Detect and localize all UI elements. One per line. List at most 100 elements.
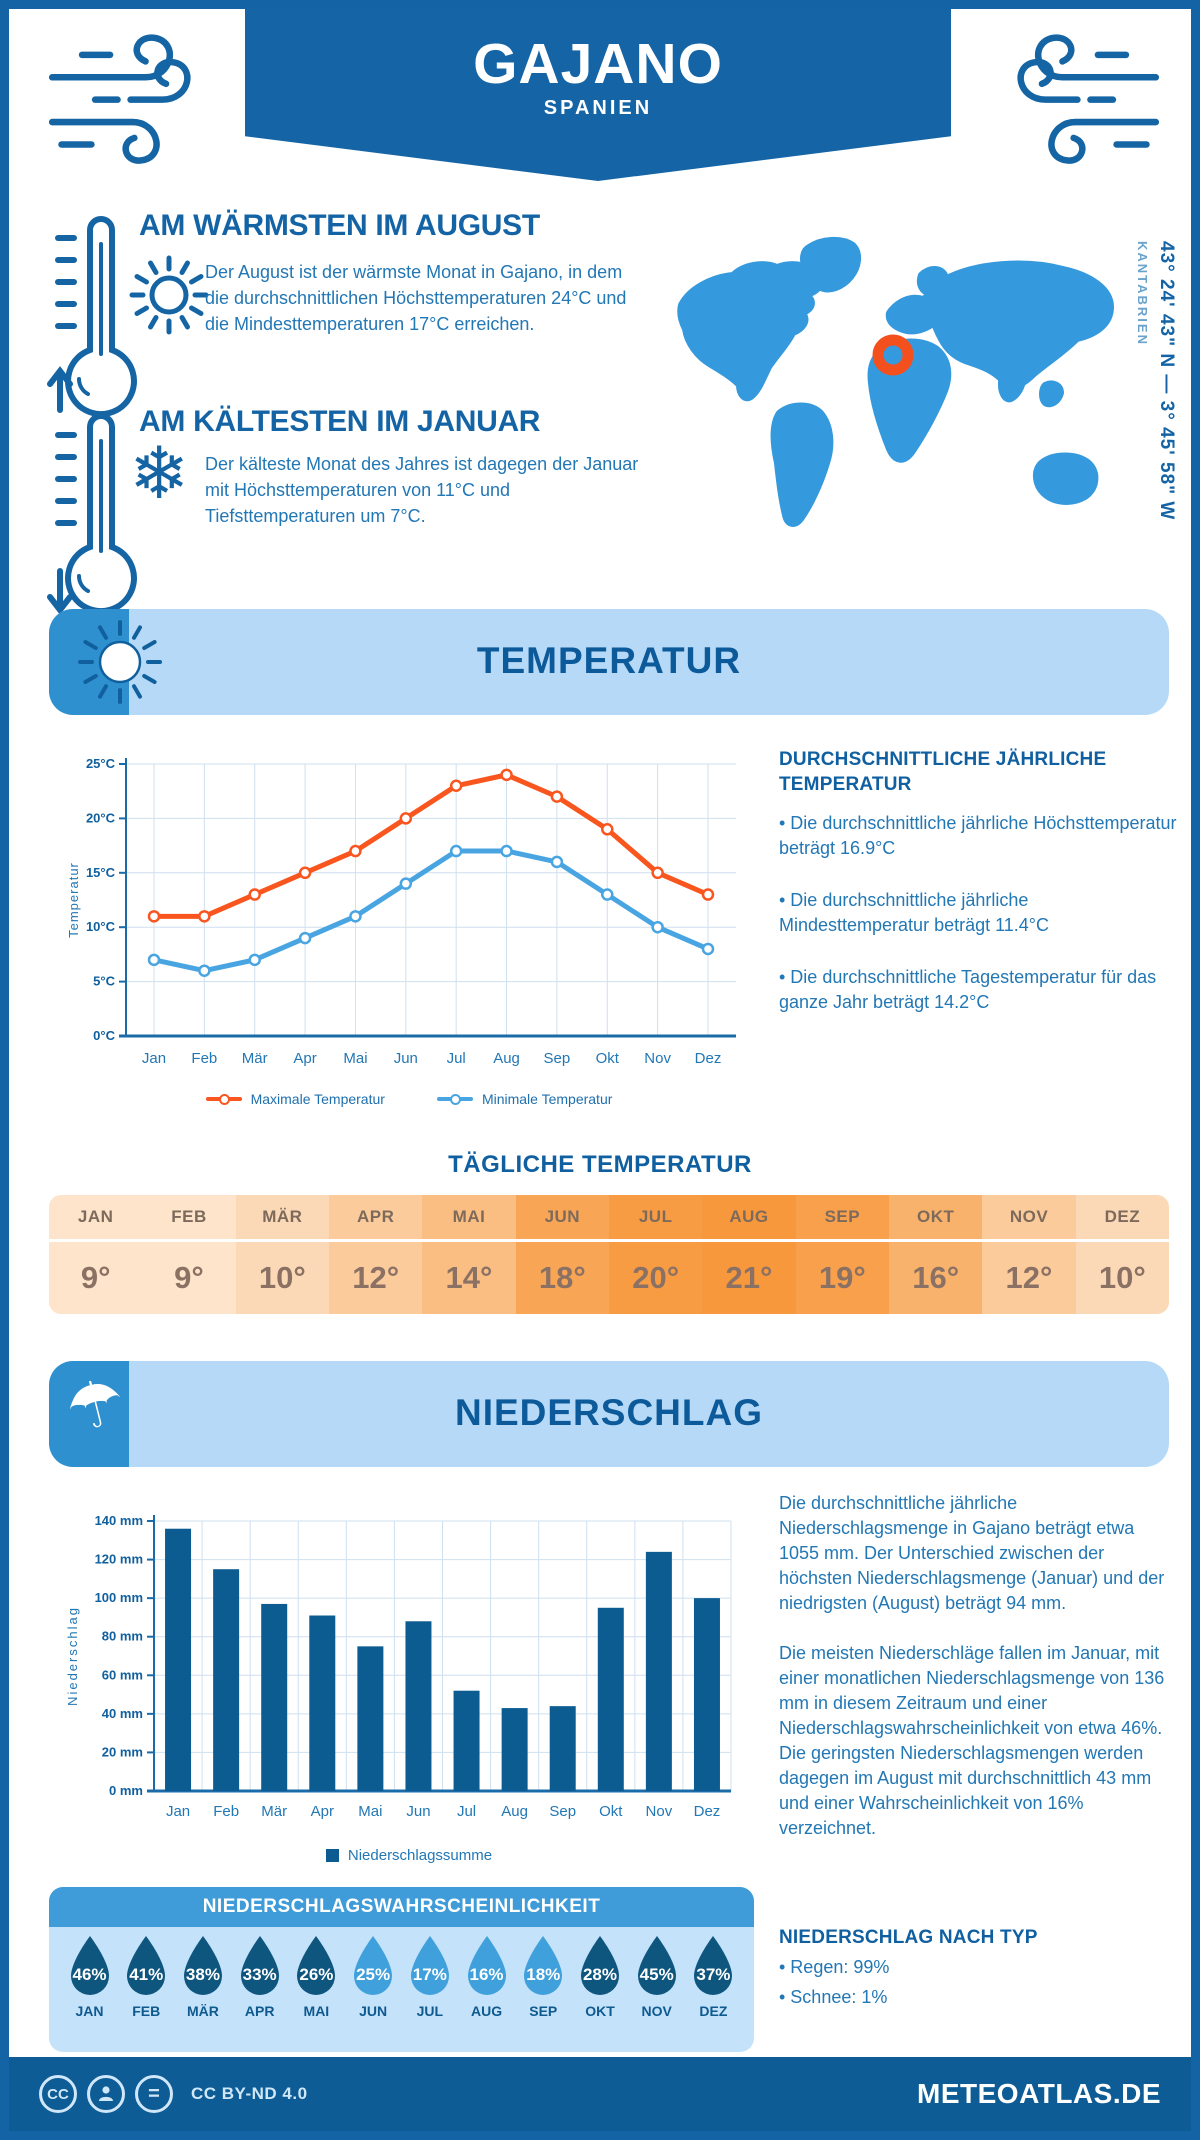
probability-month: APR: [244, 2003, 275, 2019]
coordinates-label: 43° 24' 43" N — 3° 45' 58" W: [1156, 241, 1177, 521]
legend-dot: [449, 1094, 461, 1105]
probability-item: 38% MÄR: [176, 1934, 229, 2052]
month-header: DEZ: [1075, 1195, 1169, 1239]
droplet-icon: [524, 1936, 563, 1995]
month-header: AUG: [702, 1195, 796, 1239]
probability-item: 41% FEB: [120, 1934, 173, 2052]
month-value: 21°: [702, 1242, 796, 1314]
svg-text:Jun: Jun: [406, 1803, 430, 1820]
temperature-banner: TEMPERATUR: [49, 609, 1169, 715]
cc-nd-icon: =: [135, 2075, 173, 2113]
svg-text:Dez: Dez: [695, 1050, 722, 1067]
svg-text:Apr: Apr: [293, 1050, 316, 1067]
svg-text:Mai: Mai: [358, 1803, 382, 1820]
snowflake-icon: ❄: [129, 431, 190, 515]
probability-month: JUN: [359, 2003, 388, 2019]
header-banner: GAJANO SPANIEN: [245, 9, 951, 181]
svg-text:Mär: Mär: [261, 1803, 287, 1820]
svg-text:5°C: 5°C: [93, 974, 115, 989]
svg-text:Dez: Dez: [694, 1803, 721, 1820]
month-header: FEB: [142, 1195, 236, 1239]
probability-title: NIEDERSCHLAGSWAHRSCHEINLICHKEIT: [49, 1887, 754, 1927]
probability-month: MAI: [303, 2003, 330, 2019]
svg-text:0 mm: 0 mm: [109, 1783, 143, 1798]
probability-item: 45% NOV: [630, 1934, 683, 2052]
probability-month: AUG: [470, 2003, 503, 2019]
svg-text:20 mm: 20 mm: [102, 1744, 143, 1759]
month-header: MÄR: [235, 1195, 329, 1239]
droplet-icon: [127, 1936, 166, 1995]
probability-month: NOV: [641, 2003, 672, 2019]
svg-text:Okt: Okt: [596, 1050, 620, 1067]
svg-text:Feb: Feb: [213, 1803, 239, 1820]
month-header: JUN: [515, 1195, 609, 1239]
warmest-text: Der August ist der wärmste Monat in Gaja…: [205, 262, 627, 334]
annual-bullet: • Die durchschnittliche jährliche Höchst…: [779, 813, 1177, 858]
precipitation-bar-chart: 0 mm 20 mm 40 mm 60 mm 80 mm 100 mm 120 mm 140 …: [65, 1513, 732, 1820]
sun-banner-icon: [78, 620, 162, 704]
probability-item: 26% MAI: [290, 1934, 343, 2052]
svg-text:Aug: Aug: [501, 1803, 528, 1820]
svg-text:Jan: Jan: [166, 1803, 190, 1820]
month-header: MAI: [422, 1195, 516, 1239]
month-value: 20°: [609, 1242, 703, 1314]
page-title: GAJANO: [473, 32, 723, 96]
svg-text:0°C: 0°C: [93, 1028, 115, 1043]
annual-bullet: • Die durchschnittliche jährliche Mindes…: [779, 890, 1049, 935]
annual-temperature-title: DURCHSCHNITTLICHE JÄHRLICHE TEMPERATUR: [779, 749, 1107, 795]
probability-item: 37% DEZ: [687, 1934, 740, 2052]
month-header: NOV: [982, 1195, 1076, 1239]
wind-icon: [1017, 34, 1160, 164]
probability-value: 38%: [185, 1965, 220, 1984]
probability-month: MÄR: [186, 2003, 219, 2019]
warmest-title: AM WÄRMSTEN IM AUGUST: [139, 209, 540, 242]
probability-month: OKT: [585, 2003, 615, 2019]
svg-text:Okt: Okt: [599, 1803, 623, 1820]
month-value: 9°: [49, 1242, 143, 1314]
probability-value: 17%: [412, 1965, 447, 1984]
probability-value: 26%: [299, 1965, 334, 1984]
month-header: OKT: [889, 1195, 983, 1239]
svg-text:Nov: Nov: [646, 1803, 673, 1820]
probability-value: 46%: [72, 1965, 107, 1984]
droplet-icon: [240, 1936, 279, 1995]
temperature-chart-legend: Maximale Temperatur Minimale Temperatur: [64, 1091, 754, 1107]
temperature-line-chart: 0°C 5°C 10°C 15°C 20°C 25°C Jan Feb Mär Apr Mai Jun…: [66, 756, 736, 1067]
wind-icon: [48, 34, 191, 164]
svg-text:Apr: Apr: [311, 1803, 334, 1820]
precipitation-title: NIEDERSCHLAG: [454, 1392, 764, 1433]
month-value: 9°: [142, 1242, 236, 1314]
probability-droplets: 46% JAN 41% FEB 38% MÄR 33% APR 26% MAI 25% JUN 17% J…: [49, 1927, 754, 2052]
droplet-icon: [70, 1936, 109, 1995]
month-value: 16°: [889, 1242, 983, 1314]
footer: CC = CC BY-ND 4.0 METEOATLAS.DE: [9, 2057, 1191, 2131]
precipitation-chart-legend: Niederschlagssumme: [59, 1847, 759, 1864]
daily-temperature-table: JAN FEB MÄR APR MAI JUN JUL AUG SEP OKT NOV DEZ 9° 9°…: [49, 1195, 1169, 1314]
svg-text:20°C: 20°C: [86, 810, 116, 825]
temperature-title: TEMPERATUR: [476, 640, 742, 681]
droplet-icon: [694, 1936, 733, 1995]
svg-text:25°C: 25°C: [86, 756, 116, 771]
world-map: [677, 237, 1114, 527]
precipitation-type: • Schnee: 1%: [779, 1987, 888, 2007]
probability-item: 17% JUL: [403, 1934, 456, 2052]
svg-text:10°C: 10°C: [86, 919, 116, 934]
legend-label: Niederschlagssumme: [347, 1847, 493, 1864]
probability-month: DEZ: [699, 2003, 728, 2019]
legend-line-swatch: [436, 1094, 473, 1105]
month-value: 12°: [982, 1242, 1076, 1314]
coldest-title: AM KÄLTESTEN IM JANUAR: [139, 405, 541, 438]
legend-dot: [218, 1094, 230, 1105]
svg-text:Jun: Jun: [394, 1050, 418, 1067]
month-value: 18°: [515, 1242, 609, 1314]
month-value: 10°: [1075, 1242, 1169, 1314]
probability-value: 28%: [582, 1965, 617, 1984]
precipitation-type-title: NIEDERSCHLAG NACH TYP: [779, 1927, 1038, 1948]
legend-label: Minimale Temperatur: [481, 1091, 613, 1107]
license-label: CC BY-ND 4.0: [191, 2084, 308, 2103]
droplet-icon: [354, 1936, 393, 1995]
page-subtitle: SPANIEN: [543, 97, 653, 119]
annual-temperature-bullets: • Die durchschnittliche jährliche Höchst…: [779, 811, 1179, 1042]
precipitation-type-list: • Regen: 99% • Schnee: 1%: [779, 1957, 1169, 2017]
